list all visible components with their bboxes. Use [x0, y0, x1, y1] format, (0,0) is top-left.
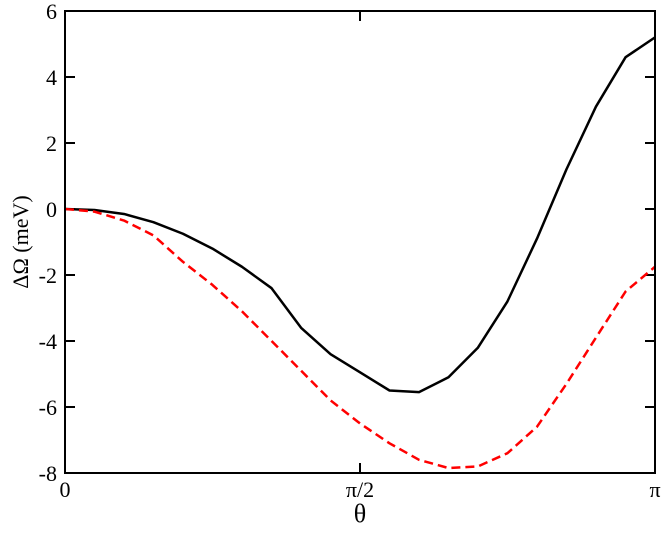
y-axis-label: ΔΩ (meV) — [8, 195, 33, 288]
line — [64, 207, 656, 470]
y-tick-label: 2 — [46, 131, 57, 156]
y-tick-label: -6 — [39, 395, 57, 420]
y-tick-label: 0 — [46, 197, 57, 222]
plot-frame — [64, 10, 656, 474]
y-tick-label: -8 — [39, 461, 57, 486]
line — [64, 36, 656, 394]
y-tick-label: -2 — [39, 263, 57, 288]
x-tick-label: π/2 — [346, 477, 374, 502]
x-tick-label: π — [649, 477, 660, 502]
x-axis-label: θ — [354, 499, 366, 528]
y-tick-label: 4 — [46, 65, 57, 90]
x-tick-label: 0 — [60, 477, 71, 502]
y-tick-label: -4 — [39, 329, 57, 354]
y-tick-label: 6 — [46, 0, 57, 24]
